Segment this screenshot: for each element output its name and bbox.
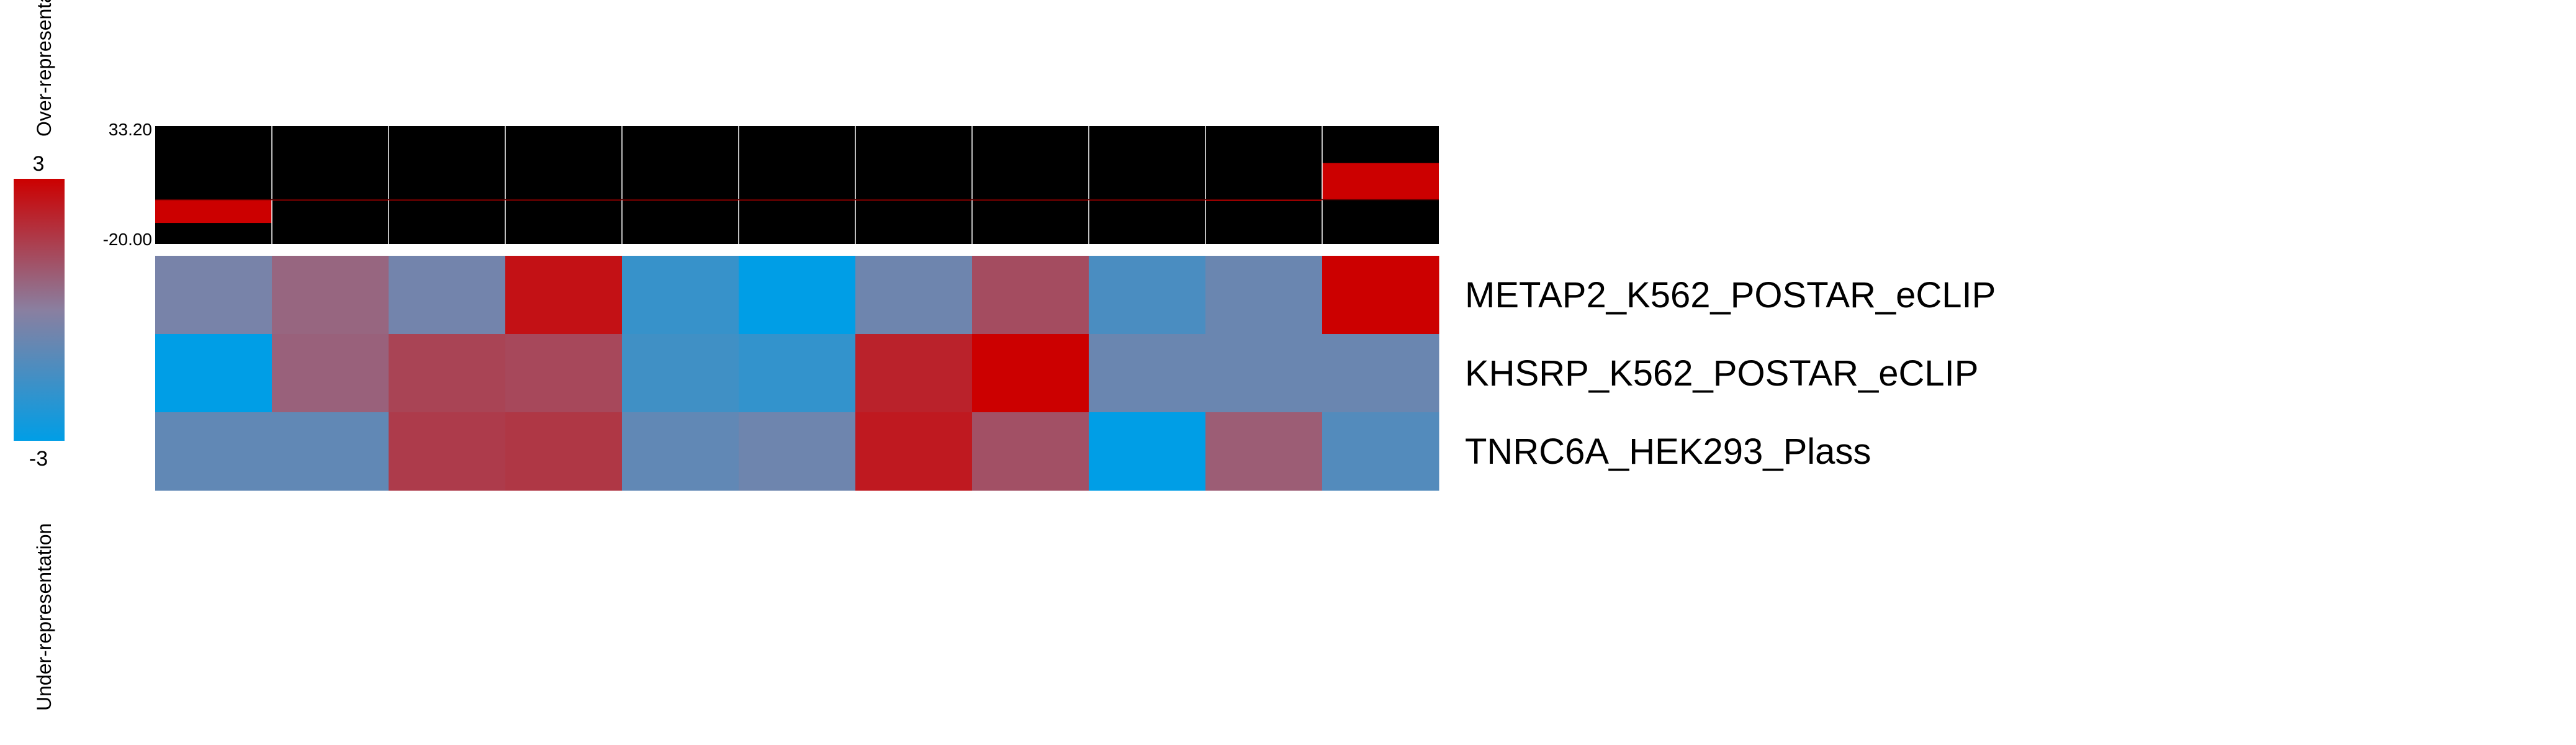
colorbar-legend: Over-representation 3 -3 Under-represent… (14, 0, 65, 711)
heatmap-cell (1322, 256, 1439, 335)
heatmap-cell (155, 412, 272, 491)
heatmap-cell (739, 256, 856, 335)
heatmap-grid (155, 256, 1439, 491)
over-representation-label: Over-representation (33, 0, 55, 137)
heatmap-cell (272, 412, 389, 491)
heatmap-cell (272, 334, 389, 413)
heatmap-cell (155, 334, 272, 413)
heatmap-cell (1205, 412, 1323, 491)
row-label: TNRC6A_HEK293_Plass (1465, 431, 1871, 472)
heatmap-cell (1089, 334, 1206, 413)
colorbar-min-label: -3 (29, 447, 48, 471)
bar-panel-bar (1205, 199, 1322, 201)
under-representation-label: Under-representation (33, 523, 55, 711)
heatmap-cell (855, 334, 973, 413)
heatmap-cell (972, 256, 1089, 335)
heatmap-cell (855, 412, 973, 491)
row-labels: METAP2_K562_POSTAR_eCLIP KHSRP_K562_POSTA… (1465, 275, 1996, 472)
bar-panel-ymin-label: -20.00 (103, 230, 152, 249)
bar-panel-background (155, 126, 1439, 244)
bar-panel-bar (1322, 163, 1439, 200)
colorbar-gradient (14, 179, 65, 441)
heatmap-cell (972, 412, 1089, 491)
heatmap-cell (622, 256, 739, 335)
heatmap-cell (622, 412, 739, 491)
heatmap-cell (855, 256, 973, 335)
heatmap-cell (505, 334, 623, 413)
row-label: KHSRP_K562_POSTAR_eCLIP (1465, 353, 1978, 394)
heatmap-cell (739, 334, 856, 413)
heatmap-cell (505, 256, 623, 335)
bar-panel-bar (155, 199, 272, 224)
heatmap-cell (1089, 412, 1206, 491)
heatmap-cell (389, 334, 506, 413)
heatmap-cell (1089, 256, 1206, 335)
heatmap-cell (505, 412, 623, 491)
colorbar-max-label: 3 (33, 152, 45, 176)
heatmap-cell (972, 334, 1089, 413)
bar-panel-ymax-label: 33.20 (109, 120, 152, 139)
heatmap-cell (739, 412, 856, 491)
heatmap-cell (389, 256, 506, 335)
bar-panel: 33.20 -20.00 (103, 120, 1439, 249)
heatmap-cell (1205, 334, 1323, 413)
heatmap-cell (1322, 334, 1439, 413)
heatmap-cell (622, 334, 739, 413)
row-label: METAP2_K562_POSTAR_eCLIP (1465, 275, 1996, 315)
heatmap-cell (1205, 256, 1323, 335)
heatmap-cell (1322, 412, 1439, 491)
heatmap-cell (155, 256, 272, 335)
heatmap-cell (272, 256, 389, 335)
heatmap-cell (389, 412, 506, 491)
